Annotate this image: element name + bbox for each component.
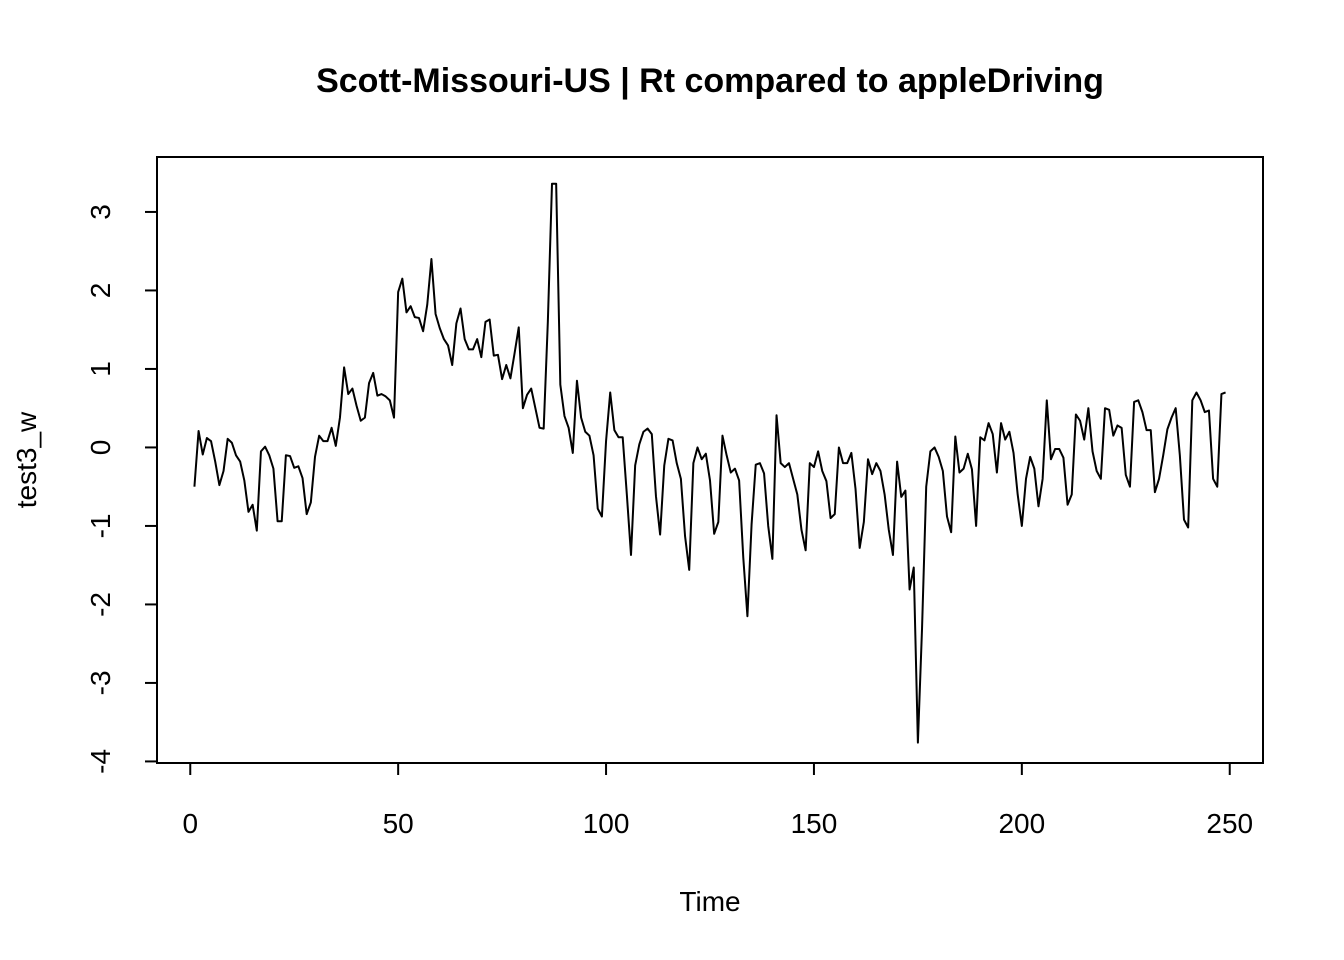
x-axis-label: Time	[679, 886, 740, 917]
y-tick-label: 0	[85, 440, 116, 456]
y-tick-label: 1	[85, 361, 116, 377]
x-axis: 0 50 100 150 200 250	[182, 762, 1253, 839]
x-tick-label: 150	[791, 808, 838, 839]
y-tick-label: -1	[85, 513, 116, 538]
series-line	[193, 182, 1226, 744]
x-tick-label: 0	[182, 808, 198, 839]
chart-title: Scott-Missouri-US | Rt compared to apple…	[316, 62, 1104, 100]
y-axis-label: test3_w	[11, 411, 42, 508]
plot-frame	[156, 156, 1264, 764]
y-tick-label: -3	[85, 670, 116, 695]
x-tick-label: 50	[383, 808, 414, 839]
y-tick-label: -4	[85, 749, 116, 774]
y-tick-label: -2	[85, 592, 116, 617]
x-tick-label: 200	[998, 808, 1045, 839]
x-tick-label: 250	[1206, 808, 1253, 839]
x-tick-label: 100	[583, 808, 630, 839]
y-tick-label: 3	[85, 204, 116, 220]
y-tick-label: 2	[85, 283, 116, 299]
series-layer	[193, 182, 1226, 744]
y-axis: -4 -3 -2 -1 0 1 2 3	[85, 204, 158, 774]
